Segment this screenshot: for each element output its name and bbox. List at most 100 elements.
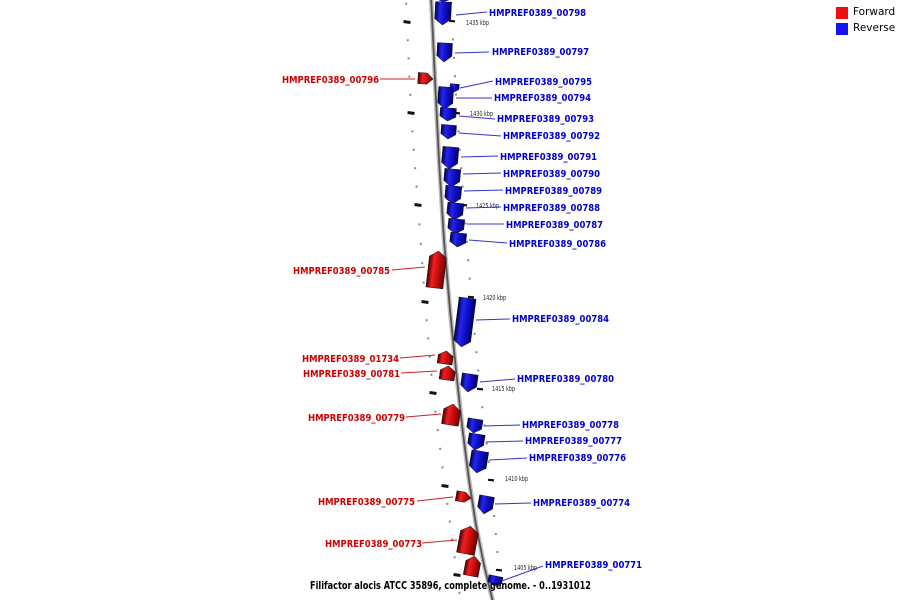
gene-box-HMPREF0389_00797[interactable] <box>436 42 453 63</box>
gene-label-HMPREF0389_00779[interactable]: HMPREF0389_00779 <box>308 413 405 424</box>
gene-box[interactable] <box>462 555 482 578</box>
gene-box-HMPREF0389_00794[interactable] <box>437 86 455 110</box>
tick-label: 1435 kbp <box>466 19 489 27</box>
tick-dash-left <box>441 484 449 488</box>
tick-label: 1425 kbp <box>476 202 499 210</box>
gene-box-HMPREF0389_00792[interactable] <box>440 124 457 140</box>
minor-tick-dot <box>460 167 463 170</box>
gene-label-HMPREF0389_01734[interactable]: HMPREF0389_01734 <box>302 354 399 365</box>
minor-tick-dot <box>425 319 428 322</box>
minor-tick-dot <box>427 337 430 340</box>
tick-dash-right <box>476 387 484 391</box>
gene-box-HMPREF0389_01734[interactable] <box>436 350 454 366</box>
gene-box-HMPREF0389_00791[interactable] <box>441 146 460 170</box>
gene-connector-line <box>399 354 436 359</box>
tick-label: 1405 kbp <box>514 564 537 572</box>
minor-tick-dot <box>446 502 449 505</box>
gene-label-HMPREF0389_00771[interactable]: HMPREF0389_00771 <box>545 560 642 571</box>
gene-label-HMPREF0389_00781[interactable]: HMPREF0389_00781 <box>303 369 400 380</box>
gene-labels: HMPREF0389_00798 HMPREF0389_00797 HMPREF03… <box>282 8 642 571</box>
gene-box-HMPREF0389_00788[interactable] <box>446 201 465 221</box>
tick-dash-left <box>421 300 429 304</box>
tick-dash-left <box>453 573 461 577</box>
gene-connector-line <box>454 51 490 54</box>
tick-dash-left <box>407 111 415 115</box>
gene-label-HMPREF0389_00790[interactable]: HMPREF0389_00790 <box>503 169 600 180</box>
gene-label-HMPREF0389_00777[interactable]: HMPREF0389_00777 <box>525 436 622 447</box>
gene-box-HMPREF0389_00776[interactable] <box>468 449 489 474</box>
minor-ticks <box>405 1 502 594</box>
gene-label-HMPREF0389_00797[interactable]: HMPREF0389_00797 <box>492 47 589 58</box>
gene-connector-line <box>455 11 488 16</box>
gene-label-HMPREF0389_00776[interactable]: HMPREF0389_00776 <box>529 453 626 464</box>
minor-tick-dot <box>407 57 410 60</box>
gene-box-HMPREF0389_00798[interactable] <box>434 1 452 26</box>
minor-tick-dot <box>418 223 421 226</box>
reverse-swatch <box>836 22 848 35</box>
legend: Forward Reverse <box>836 6 895 38</box>
gene-label-HMPREF0389_00778[interactable]: HMPREF0389_00778 <box>522 420 619 431</box>
gene-box-HMPREF0389_00785[interactable] <box>425 250 447 290</box>
gene-label-HMPREF0389_00785[interactable]: HMPREF0389_00785 <box>293 266 390 277</box>
gene-label-HMPREF0389_00773[interactable]: HMPREF0389_00773 <box>325 539 422 550</box>
gene-connector-line <box>485 440 524 443</box>
gene-label-HMPREF0389_00792[interactable]: HMPREF0389_00792 <box>503 131 600 142</box>
tick-dash-right <box>448 19 456 23</box>
gene-connector-line <box>391 266 426 271</box>
gene-box-HMPREF0389_00790[interactable] <box>443 168 462 188</box>
minor-tick-dot <box>448 520 451 523</box>
minor-tick-dot <box>454 75 456 78</box>
gene-label-HMPREF0389_00793[interactable]: HMPREF0389_00793 <box>497 114 594 125</box>
gene-box-HMPREF0389_00796[interactable] <box>417 72 434 85</box>
minor-tick-dot <box>419 242 422 245</box>
gene-label-HMPREF0389_00780[interactable]: HMPREF0389_00780 <box>517 374 614 385</box>
gene-label-HMPREF0389_00794[interactable]: HMPREF0389_00794 <box>494 93 591 104</box>
tick-label: 1430 kbp <box>470 110 493 118</box>
gene-connector-line <box>400 370 438 374</box>
gene-box-HMPREF0389_00773[interactable] <box>456 525 480 556</box>
gene-boxes <box>417 0 504 588</box>
tick-dash-right <box>495 568 503 572</box>
gene-label-HMPREF0389_00787[interactable]: HMPREF0389_00787 <box>506 220 603 231</box>
gene-label-HMPREF0389_00775[interactable]: HMPREF0389_00775 <box>318 497 415 508</box>
gene-box-HMPREF0389_00775[interactable] <box>454 490 472 503</box>
minor-tick-dot <box>411 130 414 133</box>
gene-box-HMPREF0389_00787[interactable] <box>447 217 466 235</box>
gene-box-HMPREF0389_00789[interactable] <box>444 185 463 205</box>
gene-label-HMPREF0389_00795[interactable]: HMPREF0389_00795 <box>495 77 592 88</box>
minor-tick-dot <box>408 75 411 78</box>
gene-box-HMPREF0389_00777[interactable] <box>467 432 486 451</box>
gene-box-HMPREF0389_00780[interactable] <box>460 372 479 393</box>
gene-label-HMPREF0389_00789[interactable]: HMPREF0389_00789 <box>505 186 602 197</box>
gene-label-HMPREF0389_00786[interactable]: HMPREF0389_00786 <box>509 239 606 250</box>
forward-swatch <box>836 6 848 19</box>
major-ticks: 1435 kbp 1430 kbp 1425 kbp 1420 kbp 1415 kbp… <box>403 19 537 577</box>
minor-tick-dot <box>481 406 484 409</box>
gene-label-HMPREF0389_00774[interactable]: HMPREF0389_00774 <box>533 498 630 509</box>
gene-label-HMPREF0389_00796[interactable]: HMPREF0389_00796 <box>282 75 379 86</box>
gene-box-HMPREF0389_00779[interactable] <box>441 403 462 427</box>
gene-box-HMPREF0389_00781[interactable] <box>438 365 456 382</box>
minor-tick-dot <box>415 185 418 188</box>
gene-box[interactable] <box>435 0 452 3</box>
minor-tick-dot <box>465 240 468 243</box>
minor-tick-dot <box>458 591 461 594</box>
gene-label-HMPREF0389_00784[interactable]: HMPREF0389_00784 <box>512 314 609 325</box>
legend-row-forward: Forward <box>836 6 895 19</box>
gene-label-HMPREF0389_00788[interactable]: HMPREF0389_00788 <box>503 203 600 214</box>
gene-label-HMPREF0389_00791[interactable]: HMPREF0389_00791 <box>500 152 597 163</box>
gene-connector-line <box>494 502 532 505</box>
gene-label-HMPREF0389_00798[interactable]: HMPREF0389_00798 <box>489 8 586 19</box>
gene-box-HMPREF0389_00778[interactable] <box>466 417 484 434</box>
minor-tick-dot <box>499 587 502 589</box>
gene-box-HMPREF0389_00771[interactable] <box>487 574 504 588</box>
minor-tick-dot <box>439 447 442 450</box>
gene-box-HMPREF0389_00793[interactable] <box>439 107 457 122</box>
minor-tick-dot <box>477 369 480 372</box>
minor-tick-dot <box>461 185 464 188</box>
gene-box-HMPREF0389_00774[interactable] <box>477 494 495 515</box>
gene-box-HMPREF0389_00786[interactable] <box>449 231 467 248</box>
minor-tick-dot <box>430 373 433 376</box>
gene-box-HMPREF0389_00784[interactable] <box>453 296 477 348</box>
